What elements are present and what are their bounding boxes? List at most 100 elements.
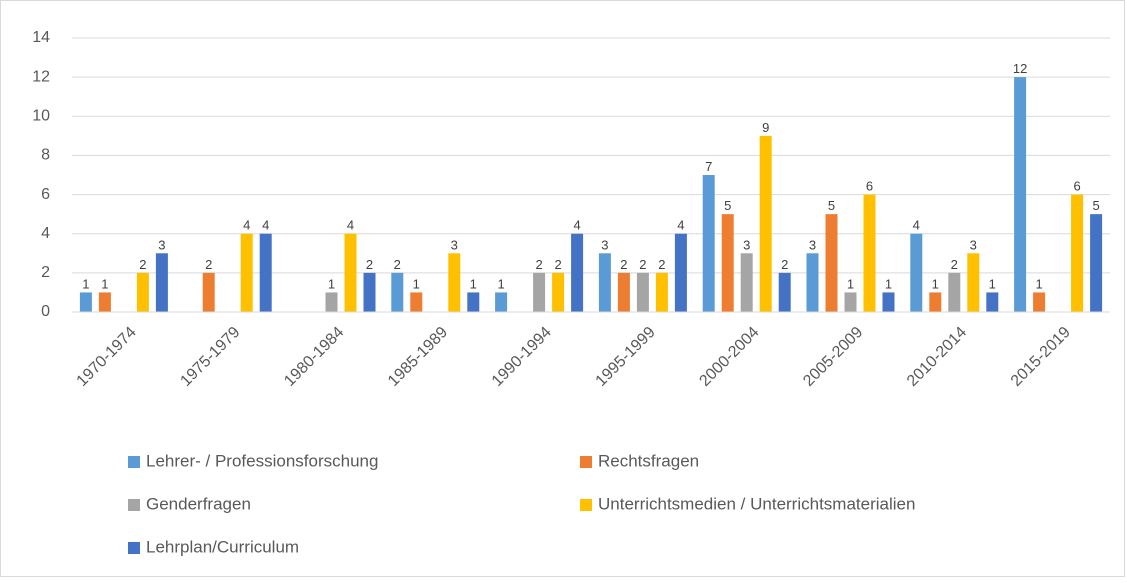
legend-swatch	[580, 456, 592, 468]
bar	[155, 253, 168, 312]
data-label: 7	[705, 159, 712, 174]
data-label: 6	[1073, 179, 1080, 194]
data-label: 2	[205, 257, 212, 272]
data-label: 2	[658, 257, 665, 272]
bar	[259, 233, 272, 312]
data-label: 5	[828, 198, 835, 213]
data-label: 4	[677, 218, 684, 233]
legend-swatch	[580, 499, 592, 511]
bar	[617, 272, 630, 312]
data-label: 1	[885, 276, 892, 291]
data-label: 3	[451, 237, 458, 252]
bar	[598, 253, 611, 312]
bar	[202, 272, 215, 312]
data-label: 3	[743, 237, 750, 252]
data-label: 2	[554, 257, 561, 272]
bar	[759, 135, 772, 312]
data-label: 2	[620, 257, 627, 272]
bar	[1014, 77, 1027, 313]
bar	[702, 175, 715, 312]
data-label: 3	[809, 237, 816, 252]
data-label: 1	[989, 276, 996, 291]
data-label: 1	[497, 276, 504, 291]
bar	[1090, 214, 1103, 312]
data-label: 2	[535, 257, 542, 272]
bar	[467, 292, 480, 312]
bar	[636, 272, 649, 312]
bar	[740, 253, 753, 312]
bar	[721, 214, 734, 312]
bar	[806, 253, 819, 312]
legend-label: Unterrichtsmedien / Unterrichtsmateriali…	[598, 494, 915, 513]
y-tick-label: 14	[32, 29, 50, 46]
bar	[344, 233, 357, 312]
bar	[986, 292, 999, 312]
legend-swatch	[128, 499, 140, 511]
y-tick-label: 2	[41, 264, 50, 281]
data-label: 5	[724, 198, 731, 213]
legend-label: Genderfragen	[146, 494, 251, 513]
bar	[863, 194, 876, 312]
data-label: 5	[1092, 198, 1099, 213]
data-label: 1	[1035, 276, 1042, 291]
bar	[967, 253, 980, 312]
y-tick-label: 4	[41, 225, 50, 242]
bar	[674, 233, 687, 312]
data-label: 9	[762, 120, 769, 135]
data-label: 2	[951, 257, 958, 272]
bar	[552, 272, 565, 312]
bar	[1071, 194, 1084, 312]
bar	[778, 272, 791, 312]
data-label: 2	[139, 257, 146, 272]
bar	[325, 292, 338, 312]
data-label: 4	[573, 218, 580, 233]
data-label: 2	[394, 257, 401, 272]
legend-label: Rechtsfragen	[598, 451, 699, 470]
bar	[1033, 292, 1046, 312]
data-label: 12	[1013, 61, 1027, 76]
bar	[495, 292, 508, 312]
bar	[240, 233, 253, 312]
legend-swatch	[128, 456, 140, 468]
y-tick-label: 6	[41, 186, 50, 203]
data-label: 6	[866, 179, 873, 194]
y-tick-label: 0	[41, 303, 50, 320]
bar	[391, 272, 404, 312]
data-label: 2	[781, 257, 788, 272]
y-tick-label: 10	[32, 108, 50, 125]
data-label: 2	[366, 257, 373, 272]
bar	[533, 272, 546, 312]
data-label: 4	[913, 218, 920, 233]
bar	[910, 233, 923, 312]
data-label: 1	[328, 276, 335, 291]
data-label: 3	[601, 237, 608, 252]
bar	[448, 253, 461, 312]
data-label: 1	[932, 276, 939, 291]
data-label: 4	[347, 218, 354, 233]
y-tick-label: 12	[32, 68, 50, 85]
bar	[410, 292, 423, 312]
legend-swatch	[128, 542, 140, 554]
data-label: 4	[262, 218, 269, 233]
bar	[882, 292, 895, 312]
bar	[948, 272, 961, 312]
bar	[929, 292, 942, 312]
y-tick-label: 8	[41, 147, 50, 164]
bar	[79, 292, 92, 312]
data-label: 1	[101, 276, 108, 291]
bar	[136, 272, 149, 312]
data-label: 1	[413, 276, 420, 291]
data-label: 4	[243, 218, 250, 233]
bar	[98, 292, 111, 312]
legend-label: Lehrer- / Professionsforschung	[146, 451, 378, 470]
bar	[844, 292, 857, 312]
bar	[655, 272, 668, 312]
data-label: 1	[82, 276, 89, 291]
bar	[571, 233, 584, 312]
data-label: 1	[847, 276, 854, 291]
legend-label: Lehrplan/Curriculum	[146, 537, 299, 556]
data-label: 2	[639, 257, 646, 272]
data-label: 3	[158, 237, 165, 252]
bar	[363, 272, 376, 312]
